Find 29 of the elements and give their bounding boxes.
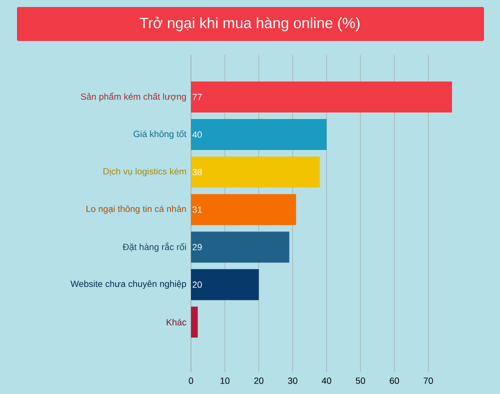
x-tick-label: 50	[356, 378, 366, 384]
x-tick-label: 0	[188, 378, 194, 384]
x-tick-label: 40	[322, 378, 332, 384]
bar	[191, 269, 259, 300]
y-tick-label: Khác	[166, 318, 186, 326]
chart-title: Trở ngại khi mua hàng online (%)	[140, 16, 360, 32]
y-tick-label: Đặt hàng rắc rối	[122, 242, 186, 252]
y-tick-label: Website chưa chuyên nghiệp	[70, 280, 186, 289]
y-tick-label: Giá không tốt	[134, 130, 186, 139]
bar	[191, 119, 327, 150]
data-label: 20	[192, 281, 202, 288]
bar	[191, 232, 290, 263]
data-label: 38	[192, 168, 202, 176]
x-tick-label: 70	[424, 378, 433, 384]
data-label: 29	[192, 244, 202, 250]
x-tick-label: 30	[288, 378, 298, 384]
data-label: 77	[192, 94, 202, 100]
y-tick-label: Sản phẩm kém chất lượng	[80, 92, 186, 102]
y-tick-label: Lo ngại thông tin cá nhân	[86, 205, 186, 214]
bar	[191, 156, 320, 188]
data-label: 31	[192, 206, 202, 213]
x-tick-label: 60	[390, 378, 400, 384]
x-tick-label: 20	[254, 378, 264, 384]
bar	[191, 306, 198, 338]
data-label: 40	[192, 131, 202, 138]
bar	[191, 82, 452, 113]
x-tick-label: 10	[220, 378, 230, 384]
y-tick-label: Dịch vụ logistics kém	[104, 168, 186, 176]
bar	[191, 194, 296, 226]
